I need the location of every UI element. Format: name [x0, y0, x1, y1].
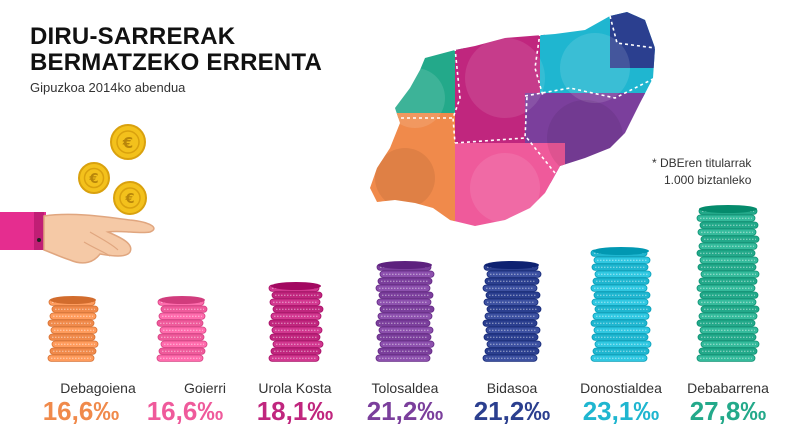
category-label-urola-kosta: Urola Kosta [258, 380, 332, 396]
gipuzkoa-map [370, 12, 656, 226]
value-label-debagoiena: 16,6‰ [42, 396, 120, 426]
coin-icon: € [113, 181, 147, 215]
category-label-debagoiena: Debagoiena [60, 380, 136, 396]
coin-stack-goierri [156, 296, 208, 362]
coin-stack-donostialdea [590, 247, 652, 362]
coin-stack-debabarrena [696, 205, 760, 362]
value-label-donostialdea: 23,1‰ [582, 396, 660, 426]
value-label-goierri: 16,6‰ [146, 396, 224, 426]
coin-stack-bidasoa [482, 261, 542, 362]
value-label-bidasoa: 21,2‰ [473, 396, 551, 426]
category-label-bidasoa: Bidasoa [486, 380, 538, 396]
coin-stack-debagoiena [47, 296, 99, 362]
subtitle: Gipuzkoa 2014ko abendua [30, 80, 186, 95]
category-label-debabarrena: Debabarrena [687, 380, 769, 396]
footnote: * DBEren titularrak 1.000 biztanleko [652, 155, 751, 189]
hand-with-coins-illustration: € € € [0, 124, 155, 264]
svg-text:€: € [122, 134, 133, 152]
chart-title: DIRU-SARRERAK BERMATZEKO ERRENTA [30, 24, 322, 76]
footnote-line-2: 1.000 biztanleko [664, 173, 752, 187]
category-label-tolosaldea: Tolosaldea [371, 380, 439, 396]
coin-icon: € [78, 162, 110, 194]
svg-text:€: € [88, 172, 98, 187]
coin-stack-urola-kosta [268, 282, 324, 362]
category-label-goierri: Goierri [183, 380, 226, 396]
value-label-tolosaldea: 21,2‰ [366, 396, 444, 426]
value-label-debabarrena: 27,8‰ [689, 396, 767, 426]
coin-stack-tolosaldea [375, 261, 435, 362]
title-line-2: BERMATZEKO ERRENTA [30, 49, 323, 76]
footnote-line-1: * DBEren titularrak [652, 156, 752, 170]
value-label-urola-kosta: 18,1‰ [256, 396, 334, 426]
svg-text:€: € [124, 192, 134, 207]
category-label-donostialdea: Donostialdea [580, 380, 662, 396]
title-line-1: DIRU-SARRERAK [30, 23, 236, 50]
coin-icon: € [110, 124, 146, 160]
